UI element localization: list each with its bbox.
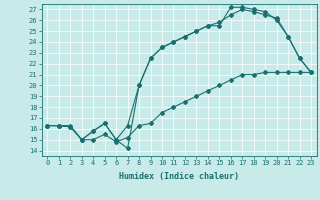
X-axis label: Humidex (Indice chaleur): Humidex (Indice chaleur) (119, 172, 239, 181)
